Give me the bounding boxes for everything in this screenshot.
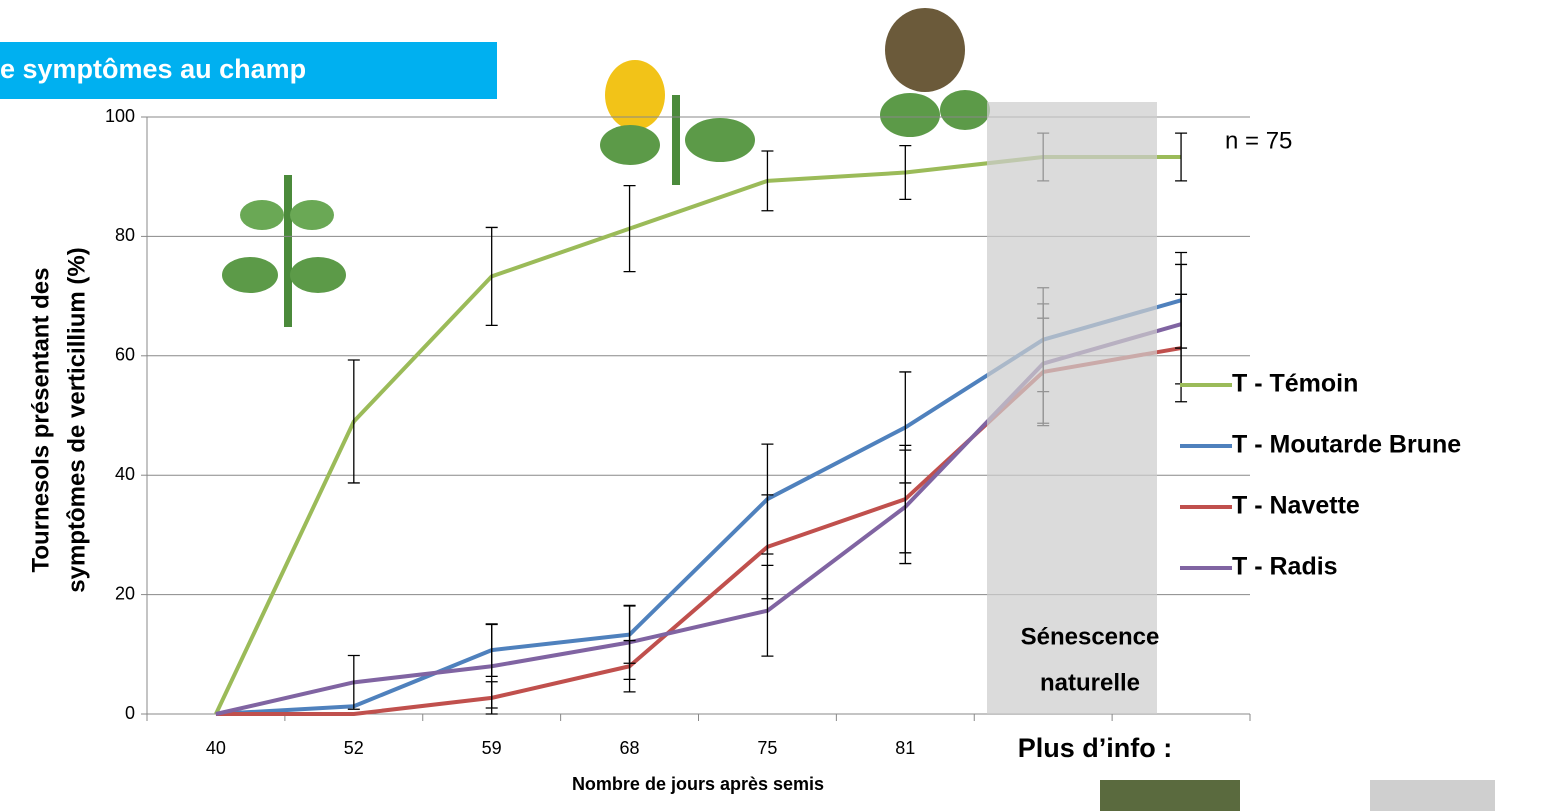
x-axis-label: Nombre de jours après semis (572, 774, 824, 794)
legend-label: T - Témoin (1232, 370, 1358, 398)
photo (1100, 780, 1240, 811)
annotation: naturelle (1040, 669, 1140, 696)
error-bar (623, 185, 636, 273)
y-tick-label: 40 (115, 464, 135, 484)
plant-icons (222, 8, 990, 327)
x-tick-label: 40 (206, 738, 226, 758)
annotation: n = 75 (1225, 127, 1292, 154)
legend-label: T - Radis (1232, 553, 1338, 581)
banner-box (0, 42, 497, 99)
photo (1370, 780, 1495, 811)
error-bar (347, 359, 360, 484)
error-bar (899, 449, 912, 565)
error-bar (347, 654, 360, 710)
x-tick-label: 68 (620, 738, 640, 758)
y-tick-label: 100 (105, 106, 135, 126)
legend-label: T - Moutarde Brune (1232, 431, 1461, 459)
x-tick-label: 59 (482, 738, 502, 758)
error-bar (761, 564, 774, 657)
x-tick-label: 52 (344, 738, 364, 758)
error-bar (623, 604, 636, 681)
y-tick-label: 60 (115, 345, 135, 365)
plot: 0 20 40 60 80 100 40 52 59 68 75 81 Sénescence nature… (105, 102, 1461, 758)
y-axis-label: Tournesols présentant des (27, 268, 54, 573)
x-tick-label: 81 (895, 738, 915, 758)
y-tick-label: 0 (125, 703, 135, 723)
error-bar (899, 145, 912, 201)
error-bar (1175, 132, 1188, 182)
y-tick-label: 20 (115, 583, 135, 603)
y-tick-label: 80 (115, 225, 135, 245)
error-bar (485, 623, 498, 709)
info-label: Plus d’info : (1018, 733, 1173, 763)
y-axis-label: symptômes de verticillium (%) (63, 247, 90, 592)
senescence-zone (987, 102, 1157, 714)
x-tick-label: 75 (757, 738, 777, 758)
error-bar (761, 150, 774, 212)
banner: e symptômes au champ (0, 54, 306, 84)
legend-label: T - Navette (1232, 492, 1360, 520)
error-bar (485, 226, 498, 327)
annotation: Sénescence (1021, 623, 1160, 650)
